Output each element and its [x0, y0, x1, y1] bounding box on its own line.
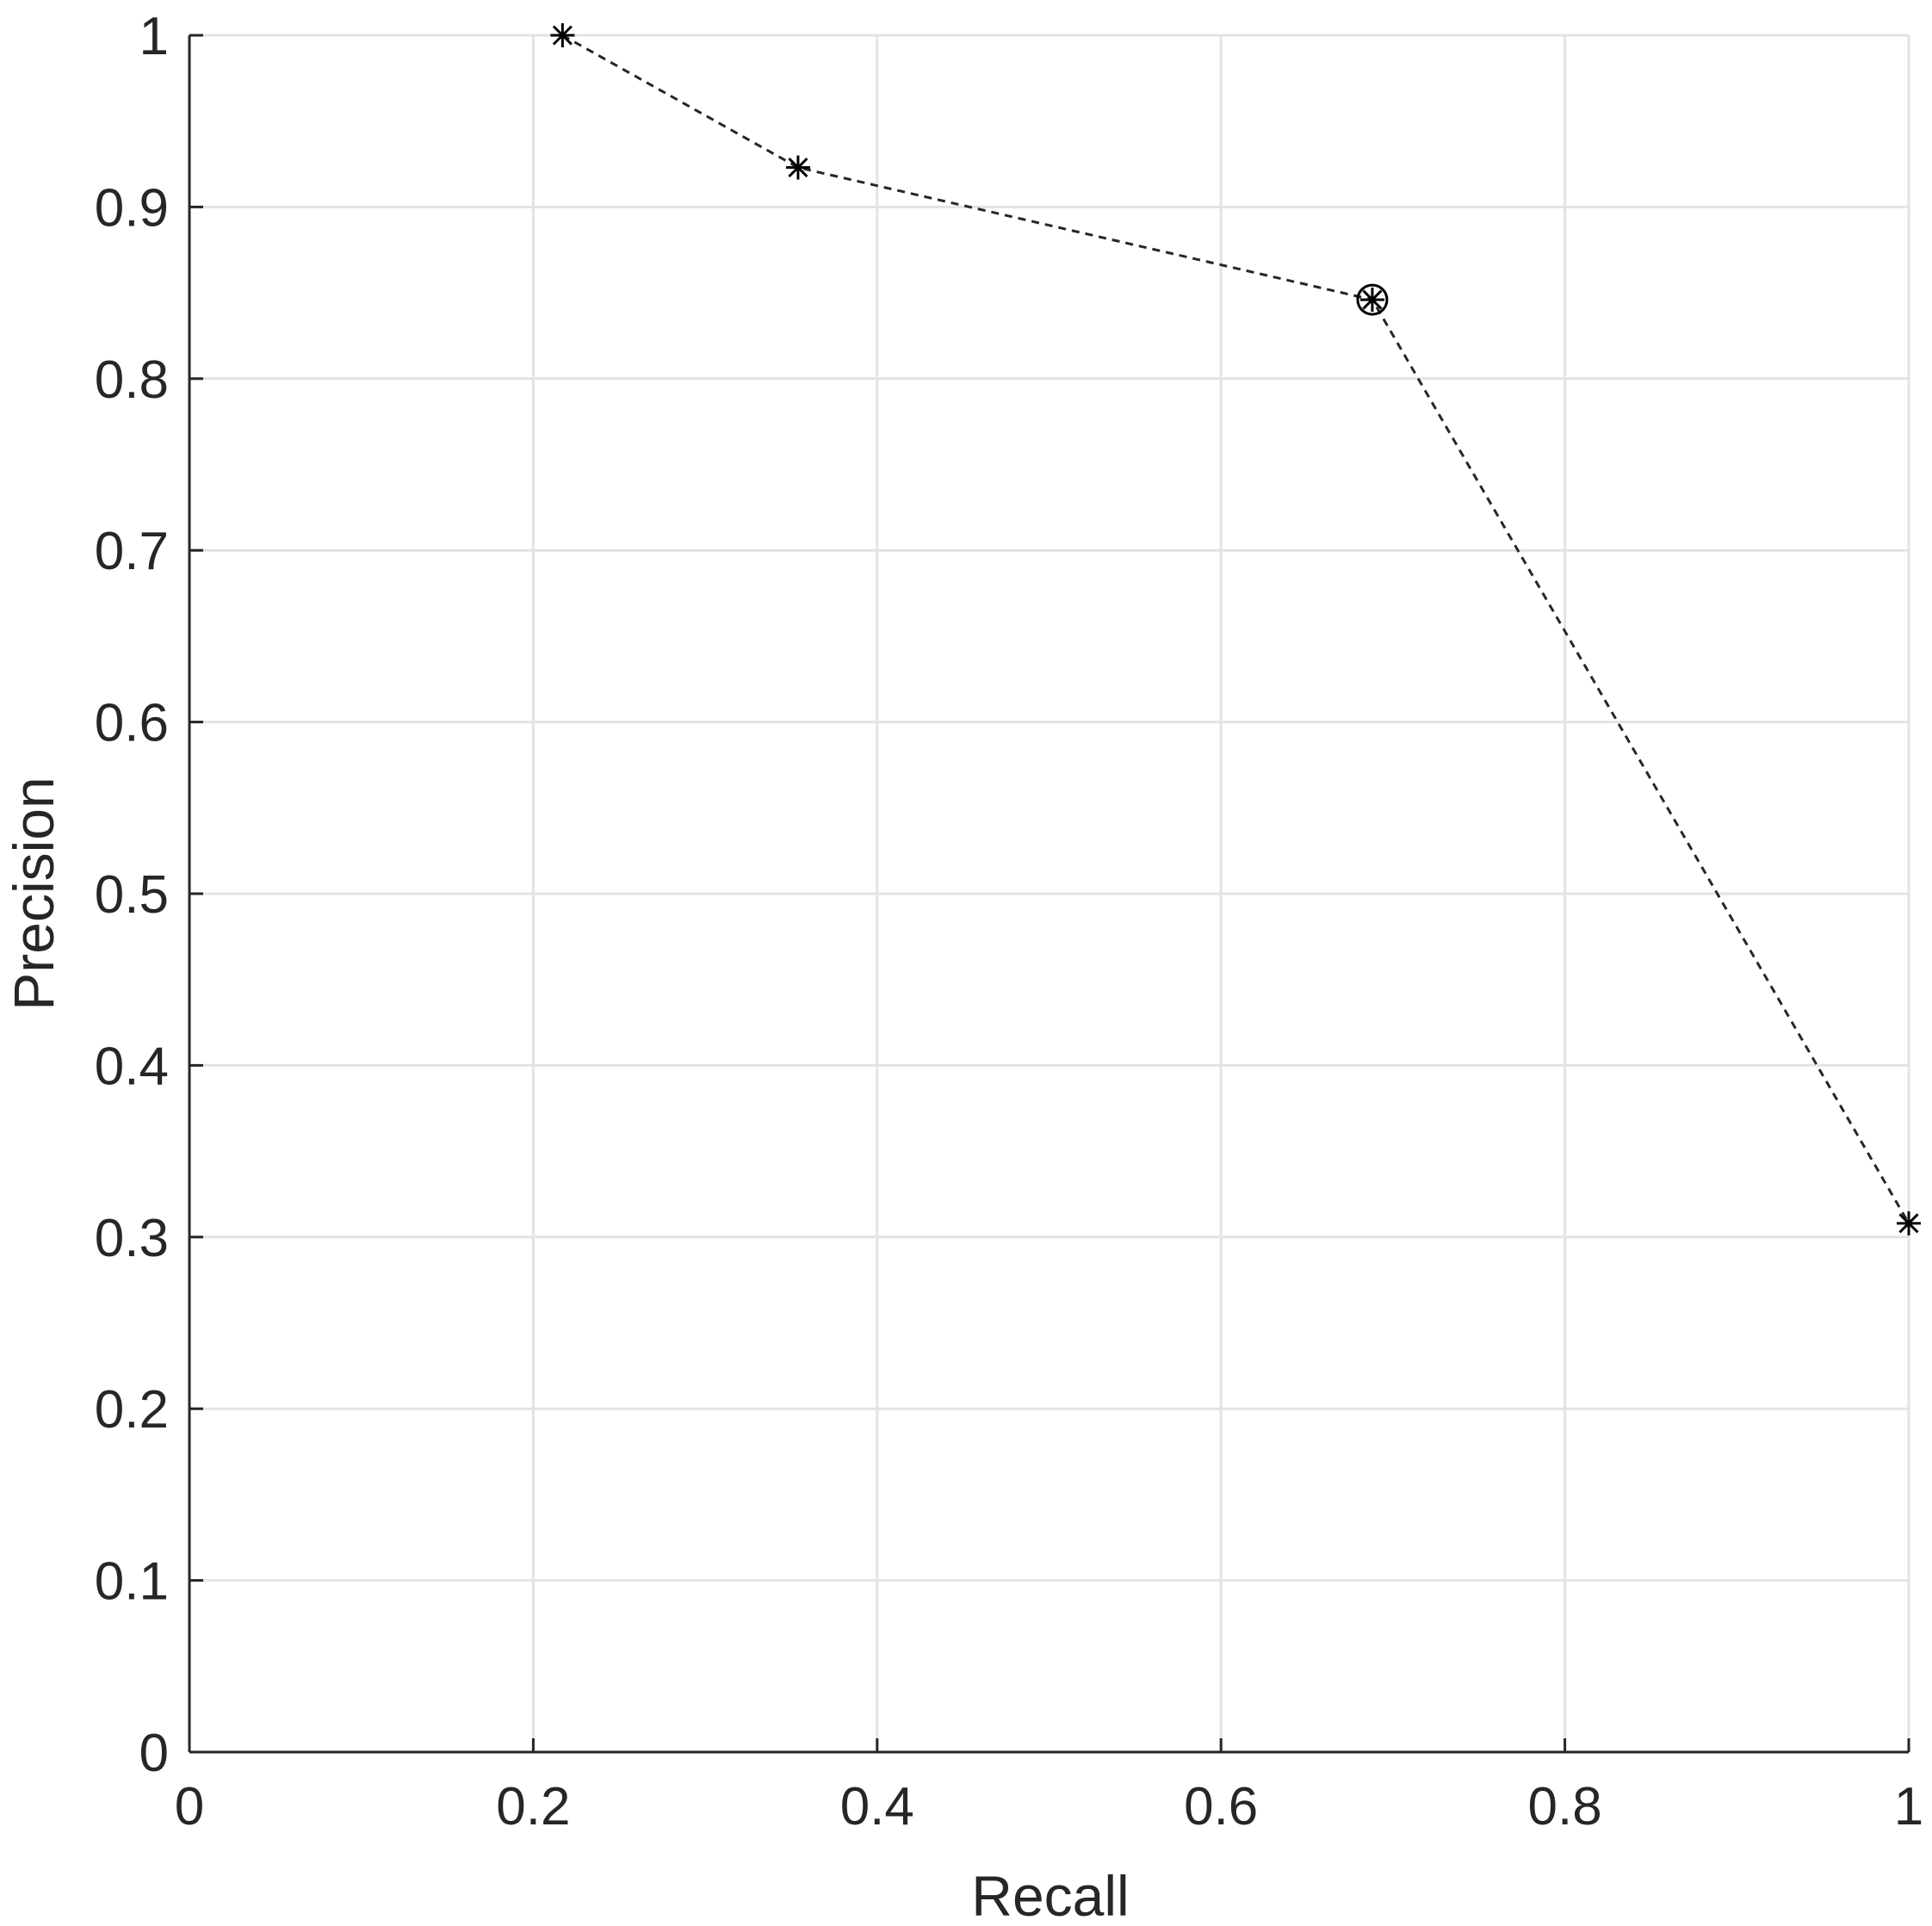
- y-tick-label: 0.4: [95, 1037, 169, 1096]
- highlight-circle-marker: [1356, 283, 1389, 316]
- x-tick-label: 0: [175, 1777, 204, 1836]
- series-line: [561, 34, 1910, 1224]
- data-point-marker: [1356, 283, 1389, 316]
- data-point-marker: [785, 155, 810, 180]
- x-tick-label: 0.6: [1184, 1777, 1258, 1836]
- x-axis-title: Recall: [971, 1864, 1129, 1926]
- x-tick-label: 0.8: [1527, 1777, 1601, 1836]
- y-tick-label: 0.5: [95, 865, 169, 925]
- y-tick-label: 0.6: [95, 694, 169, 753]
- y-tick-label: 0.8: [95, 350, 169, 410]
- x-tick-label: 0.4: [840, 1777, 914, 1836]
- y-tick-label: 0: [139, 1724, 169, 1783]
- data-point-marker: [550, 23, 575, 47]
- x-tick-label: 1: [1894, 1777, 1923, 1836]
- data-point-marker: [1897, 1211, 1921, 1235]
- y-tick-label: 1: [139, 7, 169, 66]
- y-axis-title: Precision: [2, 777, 65, 1010]
- x-tick-label: 0.2: [496, 1777, 570, 1836]
- tick-labels: 0 0.2 0.4 0.6 0.8 1 0 0.1 0.2 0.3 0.4 0.5 0.6 0.7 0.8 0…: [95, 7, 1923, 1836]
- grid: [188, 34, 1910, 1754]
- y-tick-label: 0.3: [95, 1209, 169, 1268]
- y-tick-label: 0.7: [95, 522, 169, 581]
- y-tick-label: 0.9: [95, 178, 169, 238]
- y-tick-label: 0.1: [95, 1552, 169, 1612]
- series: [550, 23, 1921, 1235]
- y-tick-label: 0.2: [95, 1380, 169, 1440]
- axes: [188, 34, 1910, 1754]
